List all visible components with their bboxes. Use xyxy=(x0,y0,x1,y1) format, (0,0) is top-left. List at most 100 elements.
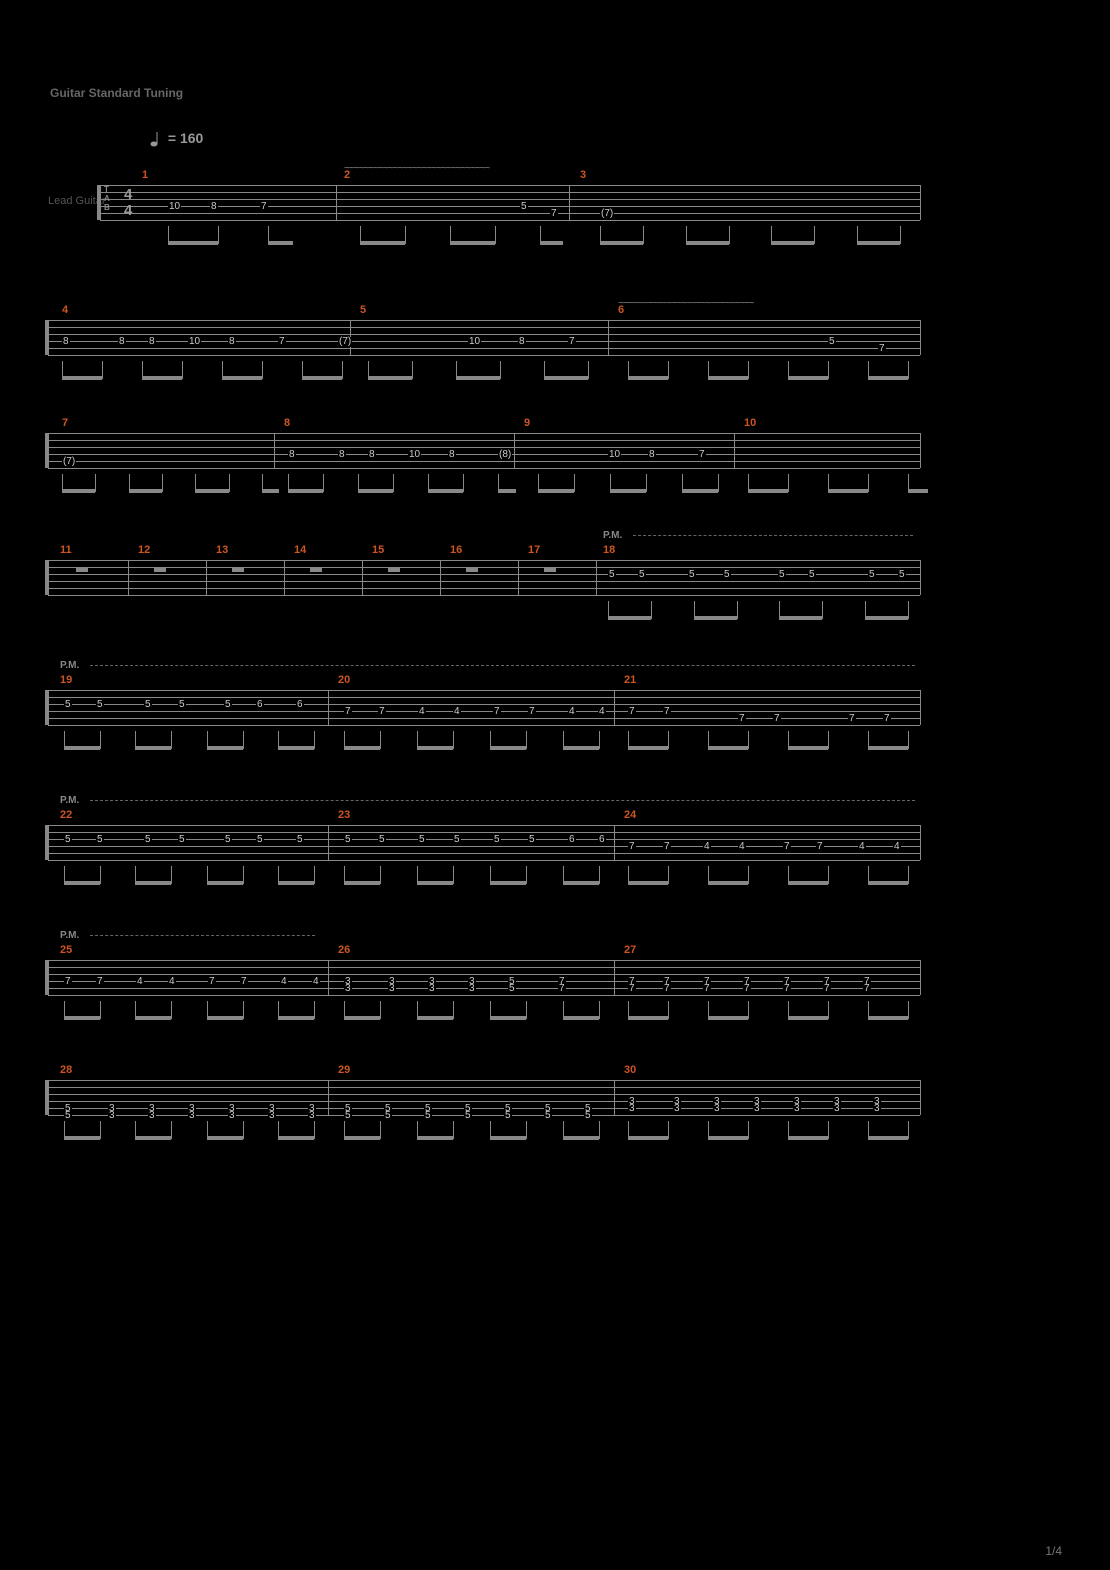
fret-number: 7 xyxy=(823,984,831,994)
fret-number: 7 xyxy=(773,714,781,724)
tuning-label: Guitar Standard Tuning xyxy=(50,86,183,100)
barline xyxy=(514,433,515,468)
tempo-text: = 160 xyxy=(168,130,203,146)
staff-line xyxy=(48,860,920,861)
note-beam xyxy=(538,489,574,493)
staff-line xyxy=(48,567,920,568)
staff-system: 2829305533333333333355555555555555333333… xyxy=(48,1080,920,1160)
fret-number: 8 xyxy=(518,337,526,347)
barline xyxy=(48,825,49,860)
note-stem xyxy=(182,361,183,379)
barline xyxy=(274,433,275,468)
technique-extent-line xyxy=(90,935,315,936)
fret-number: 7 xyxy=(848,714,856,724)
fret-number: 5 xyxy=(828,337,836,347)
fret-number: 3 xyxy=(713,1104,721,1114)
note-stem xyxy=(380,1121,381,1139)
fret-number: 3 xyxy=(873,1104,881,1114)
note-beam xyxy=(868,1136,908,1140)
note-stem xyxy=(748,866,749,884)
fret-number: 8 xyxy=(62,337,70,347)
fret-number: 7 xyxy=(698,450,706,460)
note-stem xyxy=(453,1121,454,1139)
fret-number: 4 xyxy=(738,842,746,852)
barline xyxy=(734,433,735,468)
note-stem xyxy=(729,226,730,244)
barline xyxy=(48,1080,49,1115)
note-beam xyxy=(207,1136,243,1140)
note-beam xyxy=(708,376,748,380)
fret-number: 3 xyxy=(148,1111,156,1121)
palm-mute-marking: P.M. xyxy=(603,530,622,541)
rest xyxy=(154,567,166,572)
note-beam xyxy=(288,489,323,493)
note-beam xyxy=(544,376,588,380)
fret-number: 7 xyxy=(240,977,248,987)
note-beam xyxy=(563,1016,599,1020)
barline xyxy=(608,320,609,355)
tab-clef: TAB xyxy=(104,185,110,212)
fret-number: 5 xyxy=(528,835,536,845)
fret-number: 8 xyxy=(648,450,656,460)
barline xyxy=(328,825,329,860)
measure-number: 13 xyxy=(216,544,228,556)
note-beam xyxy=(135,746,171,750)
measure-number: 4 xyxy=(62,304,68,316)
barline xyxy=(920,560,921,595)
fret-number: 5 xyxy=(778,570,786,580)
note-beam xyxy=(450,241,495,245)
note-stem xyxy=(643,226,644,244)
fret-number: 5 xyxy=(64,835,72,845)
fret-number: 5 xyxy=(464,1111,472,1121)
note-beam xyxy=(868,881,908,885)
fret-number: 7 xyxy=(863,984,871,994)
note-beam xyxy=(222,376,262,380)
note-beam xyxy=(417,1016,453,1020)
fret-number: 5 xyxy=(504,1111,512,1121)
note-stem xyxy=(828,1121,829,1139)
staff-line xyxy=(48,697,920,698)
staff-line xyxy=(48,960,920,961)
barline xyxy=(48,433,49,468)
fret-number: 7 xyxy=(628,984,636,994)
note-stem xyxy=(788,474,789,492)
barline xyxy=(362,560,363,595)
note-stem xyxy=(718,474,719,492)
note-stem xyxy=(908,1121,909,1139)
fret-number: 5 xyxy=(178,835,186,845)
note-stem xyxy=(526,731,527,749)
fret-number: 5 xyxy=(638,570,646,580)
note-stem xyxy=(668,1121,669,1139)
fret-number: 5 xyxy=(144,700,152,710)
note-stem xyxy=(526,1001,527,1019)
note-beam xyxy=(608,616,651,620)
fret-number: (7) xyxy=(338,337,352,347)
note-stem xyxy=(243,866,244,884)
note-stem xyxy=(908,601,909,619)
staff-system: 456~~~~~~~~~~~~~~~~~~~~~~~~~~~~8881087(7… xyxy=(48,320,920,400)
fret-number: 7 xyxy=(260,202,268,212)
fret-number: 7 xyxy=(663,842,671,852)
barline xyxy=(128,560,129,595)
note-beam xyxy=(748,489,788,493)
note-stem xyxy=(380,1001,381,1019)
note-stem xyxy=(822,601,823,619)
staff-line xyxy=(48,574,920,575)
note-stem xyxy=(495,226,496,244)
measure-number: 27 xyxy=(624,944,636,956)
note-stem xyxy=(102,361,103,379)
note-stem xyxy=(828,1001,829,1019)
staff-line xyxy=(48,853,920,854)
fret-number: 5 xyxy=(608,570,616,580)
measure-number: 17 xyxy=(528,544,540,556)
fret-number: 6 xyxy=(296,700,304,710)
measure-number: 10 xyxy=(744,417,756,429)
note-stem xyxy=(100,1121,101,1139)
fret-number: 3 xyxy=(108,1111,116,1121)
fret-number: 8 xyxy=(210,202,218,212)
note-stem xyxy=(868,474,869,492)
note-stem xyxy=(314,1121,315,1139)
vibrato-marking: ~~~~~~~~~~~~~~~~~~~~~~~~~~~~ xyxy=(618,298,754,309)
note-beam xyxy=(195,489,228,493)
measure-number: 8 xyxy=(284,417,290,429)
